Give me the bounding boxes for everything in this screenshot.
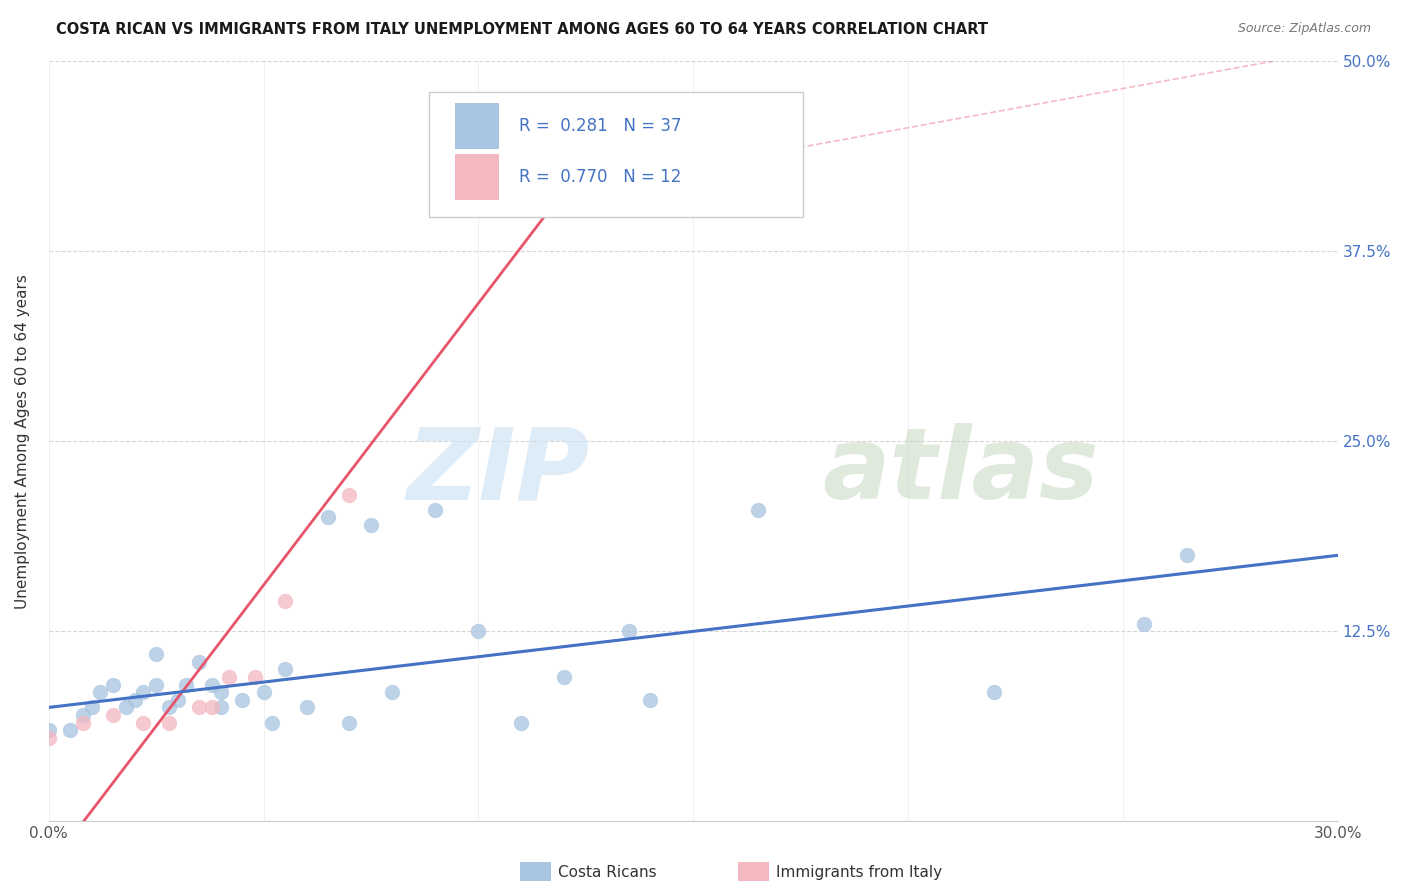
Point xyxy=(360,517,382,532)
Point xyxy=(103,677,125,691)
Point xyxy=(747,502,769,516)
Text: atlas: atlas xyxy=(823,423,1098,520)
Point xyxy=(617,624,640,639)
Point xyxy=(381,685,404,699)
Point xyxy=(252,685,274,699)
Point xyxy=(262,715,284,730)
Point xyxy=(1133,616,1156,631)
Point xyxy=(157,700,180,714)
Point xyxy=(132,715,155,730)
Point xyxy=(553,670,575,684)
Point xyxy=(89,685,111,699)
Point xyxy=(188,700,211,714)
Point xyxy=(72,715,94,730)
Point xyxy=(166,693,188,707)
Point xyxy=(132,685,155,699)
Point xyxy=(38,731,60,745)
Text: Costa Ricans: Costa Ricans xyxy=(558,865,657,880)
Text: ZIP: ZIP xyxy=(408,423,591,520)
Point xyxy=(425,502,447,516)
Text: Source: ZipAtlas.com: Source: ZipAtlas.com xyxy=(1237,22,1371,36)
Point xyxy=(1175,549,1198,563)
Point xyxy=(145,647,167,661)
Point xyxy=(274,594,297,608)
Point xyxy=(209,700,232,714)
Point xyxy=(145,677,167,691)
Text: COSTA RICAN VS IMMIGRANTS FROM ITALY UNEMPLOYMENT AMONG AGES 60 TO 64 YEARS CORR: COSTA RICAN VS IMMIGRANTS FROM ITALY UNE… xyxy=(56,22,988,37)
Point xyxy=(218,670,240,684)
Point xyxy=(510,715,533,730)
Point xyxy=(467,624,489,639)
Point xyxy=(72,708,94,723)
Point xyxy=(174,677,197,691)
Point xyxy=(983,685,1005,699)
Point xyxy=(201,677,224,691)
FancyBboxPatch shape xyxy=(429,92,803,217)
Point xyxy=(339,487,361,501)
Point xyxy=(201,700,224,714)
Point xyxy=(316,510,339,524)
Point xyxy=(188,655,211,669)
Point xyxy=(115,700,138,714)
Point xyxy=(553,183,575,197)
Point xyxy=(80,700,103,714)
Point xyxy=(243,670,266,684)
Point xyxy=(38,723,60,738)
Point xyxy=(274,662,297,676)
Text: R =  0.770   N = 12: R = 0.770 N = 12 xyxy=(519,168,682,186)
Point xyxy=(339,715,361,730)
Point xyxy=(59,723,82,738)
Point xyxy=(231,693,253,707)
Point xyxy=(209,685,232,699)
Point xyxy=(157,715,180,730)
Y-axis label: Unemployment Among Ages 60 to 64 years: Unemployment Among Ages 60 to 64 years xyxy=(15,274,30,608)
FancyBboxPatch shape xyxy=(454,154,499,200)
Point xyxy=(124,693,146,707)
Text: R =  0.281   N = 37: R = 0.281 N = 37 xyxy=(519,117,682,135)
Text: Immigrants from Italy: Immigrants from Italy xyxy=(776,865,942,880)
Point xyxy=(295,700,318,714)
Point xyxy=(638,693,661,707)
FancyBboxPatch shape xyxy=(454,103,499,149)
Point xyxy=(103,708,125,723)
